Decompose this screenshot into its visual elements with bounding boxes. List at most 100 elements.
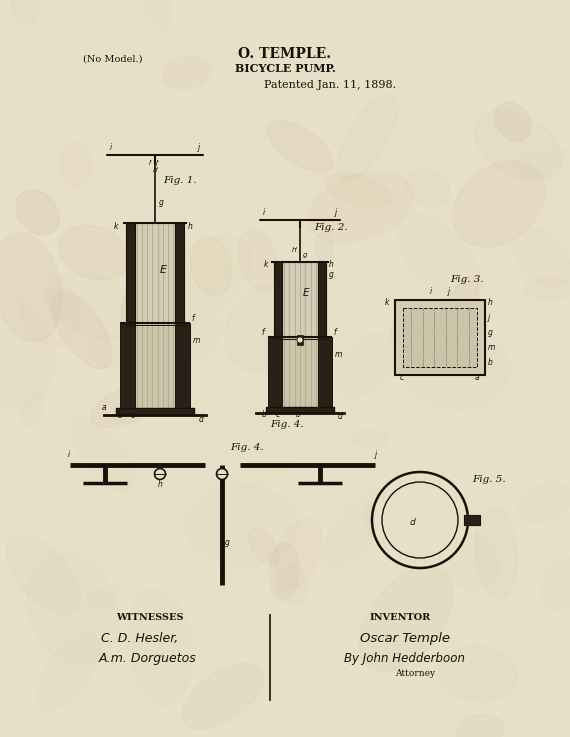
Circle shape (382, 482, 458, 558)
Text: Fig. 4.: Fig. 4. (270, 420, 304, 429)
Text: g: g (329, 270, 334, 279)
Ellipse shape (16, 190, 59, 234)
Text: j: j (448, 287, 450, 296)
Bar (120, 323, 135, 408)
Text: b: b (488, 358, 493, 367)
Text: Attorney: Attorney (395, 669, 435, 678)
Bar (175, 323, 190, 408)
Text: h: h (329, 260, 334, 269)
Text: m: m (193, 336, 201, 345)
Text: Patented Jan. 11, 1898.: Patented Jan. 11, 1898. (264, 80, 396, 90)
Text: (No Model.): (No Model.) (83, 55, 142, 64)
Text: a: a (475, 373, 479, 382)
Text: i: i (430, 287, 432, 296)
Circle shape (297, 337, 303, 343)
Text: Oscar Temple: Oscar Temple (360, 632, 450, 645)
Text: d: d (338, 412, 343, 421)
Text: d: d (199, 415, 204, 424)
Bar (318, 262, 326, 337)
Text: a: a (102, 403, 107, 412)
Text: h': h' (292, 247, 298, 253)
Circle shape (154, 469, 165, 480)
Ellipse shape (239, 229, 278, 291)
Ellipse shape (269, 542, 299, 600)
Text: Fig. 4.: Fig. 4. (230, 443, 263, 452)
Text: E: E (303, 287, 310, 298)
Ellipse shape (275, 518, 322, 587)
Ellipse shape (162, 57, 211, 89)
Text: Fig. 3.: Fig. 3. (450, 275, 483, 284)
Text: b: b (296, 410, 301, 419)
Text: h: h (488, 298, 493, 307)
Text: j: j (375, 450, 377, 459)
Ellipse shape (191, 237, 232, 296)
Ellipse shape (406, 170, 450, 206)
Ellipse shape (91, 385, 161, 427)
Ellipse shape (0, 233, 62, 341)
Bar (274, 262, 282, 337)
Text: m: m (488, 343, 495, 352)
Bar (116, 408, 194, 415)
Ellipse shape (315, 232, 333, 262)
Text: j: j (488, 313, 490, 322)
Ellipse shape (325, 173, 391, 208)
Text: j: j (335, 208, 337, 217)
Ellipse shape (495, 102, 531, 141)
Ellipse shape (60, 142, 91, 188)
Ellipse shape (121, 268, 174, 329)
Text: c: c (276, 410, 280, 419)
Text: h: h (220, 480, 225, 489)
Ellipse shape (51, 291, 112, 368)
Text: Fig. 5.: Fig. 5. (472, 475, 506, 484)
Text: INVENTOR: INVENTOR (369, 613, 430, 622)
Bar (135, 323, 175, 408)
Text: k: k (385, 298, 389, 307)
Circle shape (217, 469, 227, 480)
Text: A.m. Dorguetos: A.m. Dorguetos (99, 652, 197, 665)
Text: g: g (159, 198, 164, 207)
Text: b: b (118, 411, 123, 420)
Text: h: h (188, 222, 193, 231)
Text: j': j' (156, 160, 160, 166)
Text: WITNESSES: WITNESSES (116, 613, 184, 622)
Text: f: f (261, 328, 263, 337)
Bar (403, 308, 477, 367)
Text: c: c (400, 373, 404, 382)
Bar (135, 223, 175, 323)
Text: c: c (131, 411, 135, 420)
Bar (297, 335, 303, 345)
Bar (464, 515, 480, 525)
Text: k: k (114, 222, 119, 231)
Ellipse shape (337, 94, 398, 180)
Text: h: h (158, 480, 163, 489)
Ellipse shape (524, 278, 570, 298)
Text: E: E (160, 265, 167, 275)
Ellipse shape (59, 226, 130, 280)
Text: b: b (262, 410, 267, 419)
Text: By John Hedderboon: By John Hedderboon (344, 652, 466, 665)
Text: i: i (263, 208, 265, 217)
Text: g: g (303, 252, 307, 258)
Bar (126, 223, 135, 323)
Bar (282, 262, 318, 337)
Text: Fig. 1.: Fig. 1. (163, 176, 197, 185)
Text: m: m (335, 350, 343, 359)
Ellipse shape (390, 306, 455, 357)
Text: i': i' (149, 160, 153, 166)
Text: j: j (198, 143, 200, 152)
Text: O. TEMPLE.: O. TEMPLE. (238, 47, 332, 61)
Ellipse shape (276, 565, 308, 604)
Text: g: g (488, 328, 493, 337)
Bar (318, 337, 332, 407)
Ellipse shape (364, 506, 404, 551)
Text: C. D. Hesler,: C. D. Hesler, (101, 632, 178, 645)
Ellipse shape (267, 120, 333, 172)
Text: i: i (110, 143, 112, 152)
Text: f: f (333, 328, 336, 337)
Text: k: k (264, 260, 268, 269)
Text: g: g (225, 538, 230, 547)
Ellipse shape (457, 714, 504, 737)
Text: BICYCLE PUMP.: BICYCLE PUMP. (235, 63, 335, 74)
Ellipse shape (353, 430, 388, 448)
Bar (266, 407, 334, 413)
